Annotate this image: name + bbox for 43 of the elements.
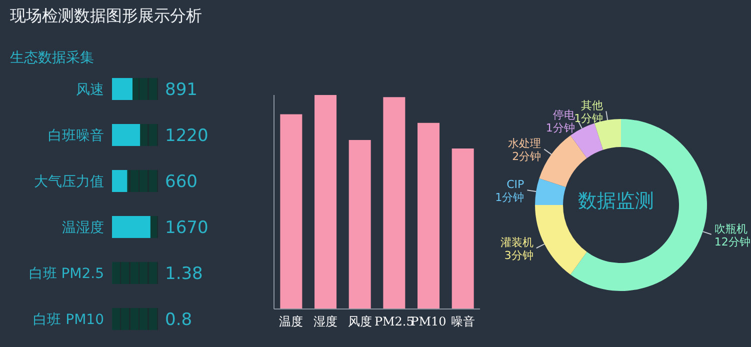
bar	[314, 95, 337, 309]
chart-subtitle: 生态数据采集	[10, 49, 94, 67]
bar	[418, 122, 440, 309]
x-tick-label: 温度	[279, 314, 304, 329]
y-tick-label: 大气压力值	[34, 174, 104, 190]
slice-label: 吹瓶机	[714, 222, 748, 236]
chart-title: 现场检测数据图形展示分析	[10, 6, 202, 27]
slice-label: 灌装机	[500, 236, 534, 250]
data-label: 1分钟	[495, 191, 524, 204]
text: 数据监测	[577, 189, 655, 214]
bar	[112, 78, 132, 100]
y-tick-label: 白班 PM10	[33, 312, 104, 328]
bar	[348, 140, 371, 309]
bar	[112, 216, 150, 238]
x-tick-label: 风度	[348, 314, 372, 329]
slice-label: 水处理	[508, 137, 542, 150]
bar	[280, 114, 302, 309]
data-label: 1670	[165, 218, 208, 238]
data-label: 1.38	[165, 264, 203, 284]
y-tick-label: 白班噪音	[48, 128, 104, 144]
slice-label: CIP	[506, 178, 525, 192]
donut-slice	[539, 135, 587, 188]
data-label: 3分钟	[504, 249, 534, 262]
data-label: 12分钟	[714, 235, 750, 248]
y-tick-label: 温湿度	[62, 220, 104, 236]
data-label: 1分钟	[574, 112, 604, 126]
data-label: 0.8	[165, 310, 192, 330]
data-label: 1分钟	[546, 121, 575, 134]
bar	[452, 148, 474, 309]
y-tick-label: 白班 PM2.5	[28, 266, 104, 282]
bar	[383, 97, 406, 309]
x-tick-label: 噪音	[450, 314, 475, 329]
data-label: 660	[165, 172, 198, 192]
donut-slice	[535, 178, 566, 205]
slice-label: 其他	[581, 99, 604, 112]
data-label: 1220	[165, 126, 208, 146]
data-label: 891	[165, 80, 198, 100]
y-tick-label: 风速	[76, 82, 104, 98]
data-label: 2分钟	[512, 150, 542, 164]
bar	[112, 170, 128, 192]
bar	[112, 124, 140, 146]
x-tick-label: 湿度	[314, 314, 338, 329]
slice-label: 停电	[552, 108, 575, 122]
